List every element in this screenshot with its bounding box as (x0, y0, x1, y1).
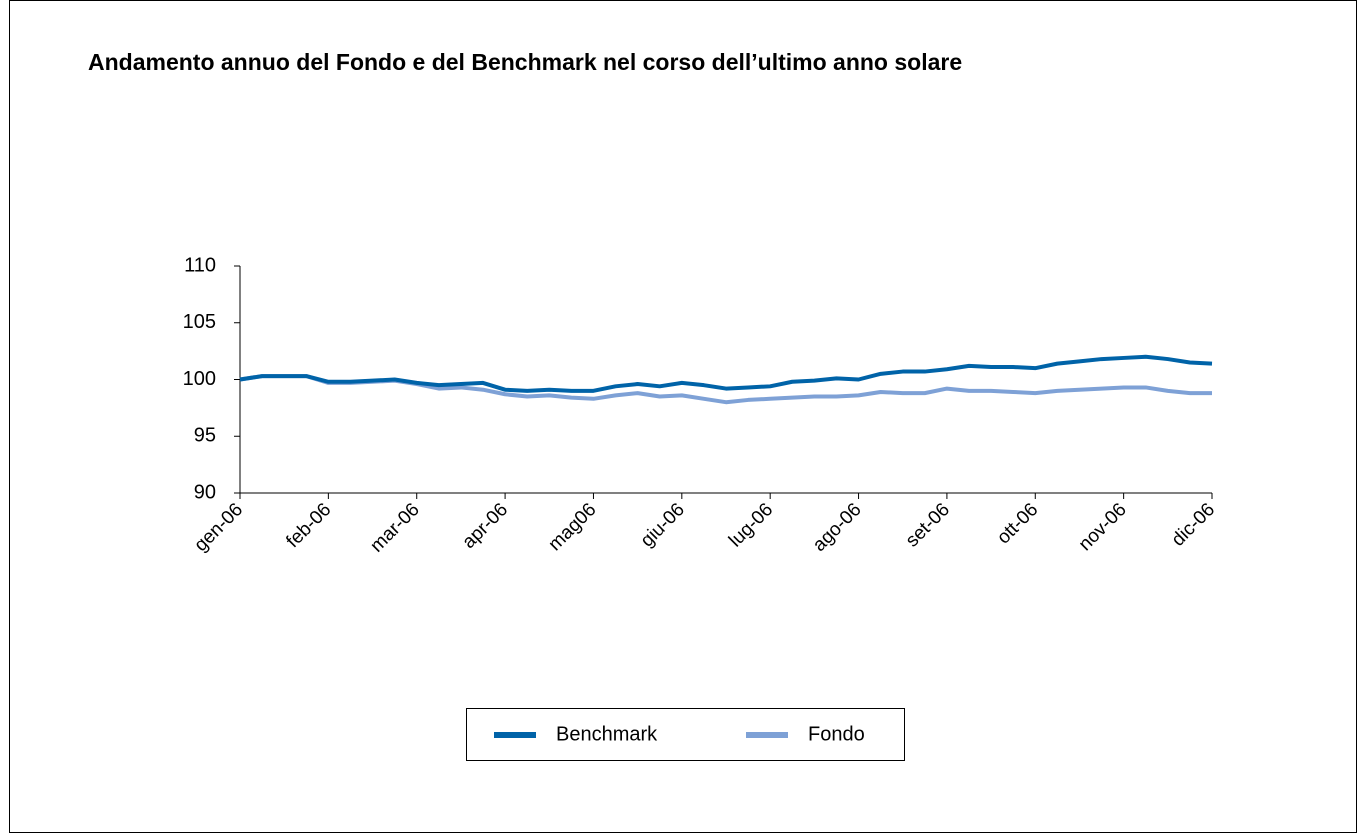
y-tick-label: 90 (194, 481, 216, 503)
legend-label: Fondo (808, 723, 865, 745)
y-tick-label: 100 (183, 368, 216, 390)
series-line (239, 354, 1213, 393)
chart-title: Andamento annuo del Fondo e del Benchmar… (88, 49, 962, 75)
legend-label: Benchmark (556, 723, 658, 745)
chart-frame (9, 0, 1357, 833)
legend-box (466, 708, 905, 761)
y-tick-label: 95 (194, 425, 216, 447)
y-tick-label: 105 (183, 311, 216, 333)
y-tick-label: 110 (184, 254, 216, 276)
